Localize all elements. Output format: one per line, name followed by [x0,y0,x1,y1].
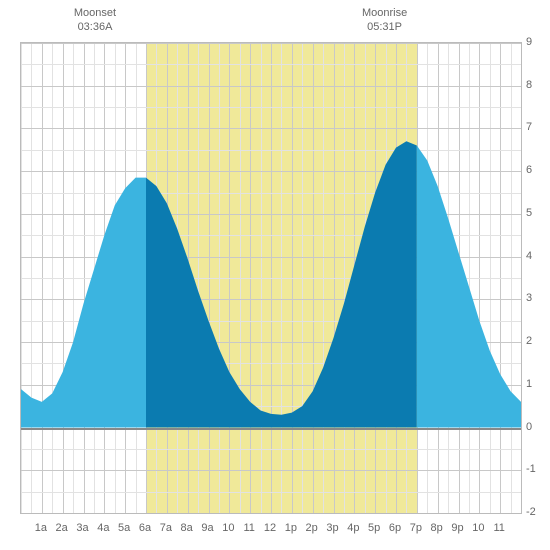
moonrise-title: Moonrise [355,6,415,20]
moonset-title: Moonset [65,6,125,20]
x-tick-label: 10 [472,522,484,534]
y-tick-label: 6 [526,164,546,176]
y-tick-label: 2 [526,335,546,347]
x-tick-label: 5a [118,522,130,534]
y-tick-label: -2 [526,506,546,518]
plot-area [20,42,522,514]
moonset-time: 03:36A [65,20,125,34]
moonset-label: Moonset 03:36A [65,6,125,35]
y-tick-label: 7 [526,121,546,133]
x-tick-label: 6p [389,522,401,534]
x-tick-label: 7a [160,522,172,534]
x-tick-label: 8a [181,522,193,534]
y-tick-label: 3 [526,292,546,304]
y-tick-label: 9 [526,36,546,48]
x-tick-label: 4a [97,522,109,534]
y-tick-label: 8 [526,79,546,91]
x-tick-label: 7p [410,522,422,534]
x-tick-label: 9a [201,522,213,534]
x-tick-label: 9p [451,522,463,534]
x-tick-label: 3p [326,522,338,534]
header-labels: Moonset 03:36A Moonrise 05:31P [0,6,550,38]
y-tick-label: 5 [526,207,546,219]
x-tick-label: 5p [368,522,380,534]
y-tick-label: 0 [526,421,546,433]
x-tick-label: 4p [347,522,359,534]
y-tick-label: 1 [526,378,546,390]
x-tick-label: 1a [35,522,47,534]
tide-chart: Moonset 03:36A Moonrise 05:31P -2-101234… [0,0,550,550]
x-tick-label: 10 [222,522,234,534]
x-tick-label: 12 [264,522,276,534]
x-tick-label: 6a [139,522,151,534]
y-axis: -2-10123456789 [526,42,546,512]
moonrise-label: Moonrise 05:31P [355,6,415,35]
x-tick-label: 1p [285,522,297,534]
tide-curve [21,43,521,513]
x-tick-label: 8p [431,522,443,534]
x-tick-label: 2a [56,522,68,534]
x-tick-label: 3a [76,522,88,534]
y-tick-label: -1 [526,463,546,475]
y-tick-label: 4 [526,250,546,262]
x-tick-label: 2p [306,522,318,534]
x-tick-label: 11 [493,522,504,534]
x-tick-label: 11 [243,522,254,534]
moonrise-time: 05:31P [355,20,415,34]
